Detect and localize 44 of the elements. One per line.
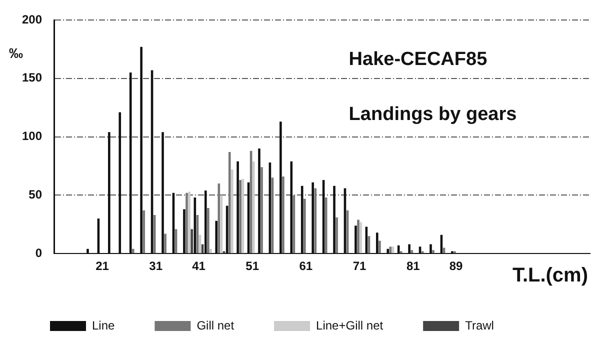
y-tick-label: 50: [28, 188, 42, 202]
x-axis-title: T.L.(cm): [512, 264, 588, 287]
bar: [304, 198, 306, 254]
bar: [360, 222, 362, 254]
y-axis-title: ‰: [9, 45, 24, 61]
y-tick-label: 100: [22, 129, 42, 144]
y-tick-label: 200: [22, 12, 42, 26]
bar: [252, 161, 255, 254]
bar: [314, 188, 317, 254]
bar: [186, 192, 188, 254]
bar: [132, 248, 134, 254]
bar: [188, 192, 190, 254]
bar: [282, 176, 284, 254]
legend-label: Gill net: [196, 318, 235, 332]
bar: [260, 167, 263, 254]
bar: [190, 229, 193, 254]
bar: [410, 250, 413, 254]
x-tick-label: 89: [449, 259, 463, 274]
text: Hake-CECAF85: [348, 49, 488, 70]
bar: [210, 248, 212, 254]
bar: [142, 210, 146, 254]
x-tick-label: 21: [96, 259, 110, 274]
legend-label: Trawl: [465, 318, 494, 332]
y-tick-label: 0: [35, 246, 42, 260]
legend-label: Line: [92, 318, 116, 332]
x-tick-label: 61: [299, 259, 313, 274]
bar: [242, 178, 244, 254]
bar: [164, 234, 166, 254]
x-tick-label: 71: [352, 259, 367, 274]
y-tick-label: 150: [22, 70, 42, 85]
bar: [231, 170, 234, 254]
bar: [336, 217, 338, 254]
bar: [228, 152, 231, 254]
text: Landings by gears: [348, 104, 517, 125]
bar: [207, 208, 210, 254]
x-tick-label: 41: [192, 259, 206, 274]
x-tick-label: 81: [406, 259, 420, 274]
bar: [432, 250, 434, 254]
x-tick-label: 31: [149, 259, 163, 274]
bar: [357, 220, 360, 254]
legend-label: Line+Gill net: [316, 318, 384, 332]
bar: [378, 240, 381, 254]
bar: [239, 180, 242, 254]
x-tick-label: 51: [246, 259, 260, 274]
